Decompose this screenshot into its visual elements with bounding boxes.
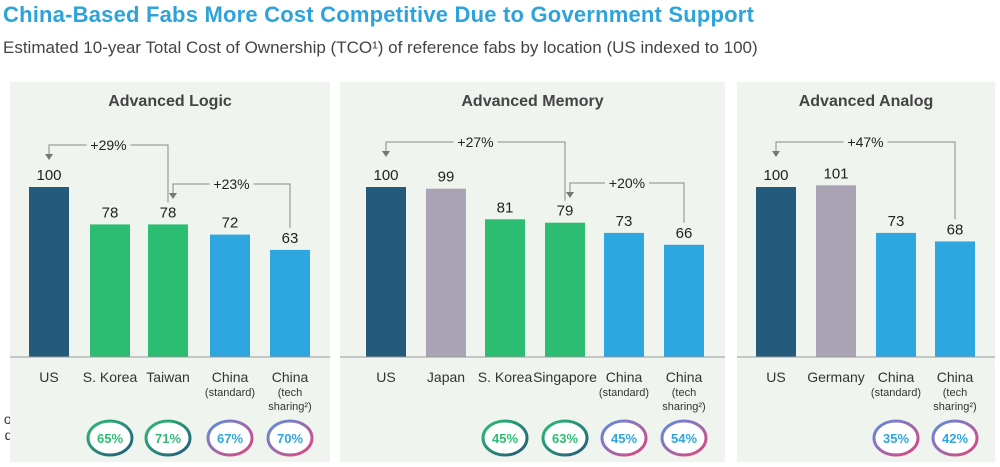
incentive-value: 71% <box>155 431 181 446</box>
bar <box>90 224 130 357</box>
incentive-value: 65% <box>97 431 123 446</box>
bracket-label-bg <box>605 174 649 192</box>
category-label: (tech <box>672 387 696 399</box>
bracket-label-bg <box>209 175 254 193</box>
data-label: 81 <box>497 199 514 216</box>
bar <box>876 232 916 357</box>
category-label: China <box>878 369 915 385</box>
page-title: China-Based Fabs More Cost Competitive D… <box>3 2 755 27</box>
category-label: (standard) <box>205 387 255 399</box>
bracket-label: +27% <box>457 134 493 150</box>
incentive-circle <box>541 419 589 457</box>
incentive-circle <box>86 419 134 457</box>
data-label: 73 <box>616 213 633 230</box>
bracket-label: +23% <box>213 176 249 192</box>
data-label: 73 <box>888 213 905 230</box>
panel-advanced-analog: Advanced Analog 100 US 101 Germany 73 China (st… <box>737 82 995 462</box>
incentive-circle <box>660 419 708 457</box>
bar <box>664 244 704 357</box>
bar <box>148 224 188 357</box>
category-label: (standard) <box>871 387 921 399</box>
panel-title: Advanced Logic <box>108 93 232 110</box>
data-label: 100 <box>36 167 61 184</box>
arrow-down-icon <box>566 192 574 198</box>
bracket-label-bg <box>86 136 131 154</box>
data-label: 101 <box>823 165 848 182</box>
page-subtitle: Estimated 10-year Total Cost of Ownershi… <box>3 38 758 57</box>
incentive-circle <box>266 419 314 457</box>
data-label: 79 <box>557 203 574 220</box>
panel-title: Advanced Memory <box>461 93 603 110</box>
bracket-label: +20% <box>609 175 645 191</box>
category-label: China <box>937 369 974 385</box>
bar <box>270 249 310 357</box>
incentive-value: 42% <box>942 431 968 446</box>
incentive-value: 70% <box>277 431 303 446</box>
category-label: (standard) <box>599 387 649 399</box>
panel-title: Advanced Analog <box>799 93 934 110</box>
bar <box>485 219 525 357</box>
category-label: China <box>666 369 703 385</box>
bar <box>604 232 644 357</box>
data-label: 78 <box>102 204 119 221</box>
bar <box>366 187 406 357</box>
bar <box>426 188 466 357</box>
category-label: (tech <box>943 387 967 399</box>
incentive-circle <box>872 419 920 457</box>
data-label: 66 <box>676 225 693 242</box>
arrow-down-icon <box>45 154 53 160</box>
category-label: China <box>272 369 309 385</box>
category-label: Singapore <box>533 369 597 385</box>
category-label: S. Korea <box>83 369 138 385</box>
category-label: sharing²) <box>268 401 311 413</box>
data-label: 99 <box>438 169 455 186</box>
data-label: 63 <box>282 230 299 247</box>
category-label: Taiwan <box>146 369 190 385</box>
panel-advanced-memory: Advanced Memory 100 US 99 Japan 81 S. Korea 45%… <box>340 82 725 462</box>
incentive-circle <box>481 419 529 457</box>
category-label: US <box>376 369 395 385</box>
bar <box>935 241 975 357</box>
bracket-label-bg <box>453 133 498 151</box>
arrow-down-icon <box>382 151 390 157</box>
category-label: US <box>766 369 785 385</box>
data-label: 68 <box>947 221 964 238</box>
category-label: China <box>212 369 249 385</box>
category-label: China <box>606 369 643 385</box>
incentive-value: 45% <box>611 431 637 446</box>
category-label: (tech <box>278 387 302 399</box>
category-label: sharing²) <box>662 401 705 413</box>
data-label: 100 <box>763 167 788 184</box>
incentive-value: 54% <box>671 431 697 446</box>
data-label: 100 <box>373 167 398 184</box>
bar <box>210 234 250 357</box>
category-label: Germany <box>807 369 865 385</box>
incentive-value: 67% <box>217 431 243 446</box>
incentive-circle <box>600 419 648 457</box>
bar <box>29 187 69 357</box>
bracket-label: +29% <box>90 137 126 153</box>
incentive-value: 45% <box>492 431 518 446</box>
bar <box>545 222 585 357</box>
bracket-label: +47% <box>847 134 883 150</box>
category-label: Japan <box>427 369 465 385</box>
panel-advanced-logic: Advanced Logic 100 US 78 S. Korea 65% 78 Taiwan… <box>10 82 330 462</box>
bracket-label-bg <box>843 133 888 151</box>
incentive-circle <box>931 419 979 457</box>
incentive-circle <box>144 419 192 457</box>
category-label: sharing²) <box>933 401 976 413</box>
category-label: S. Korea <box>478 369 533 385</box>
bar <box>756 187 796 357</box>
category-label: US <box>39 369 58 385</box>
arrow-down-icon <box>169 193 177 199</box>
data-label: 78 <box>160 204 177 221</box>
incentive-value: 35% <box>883 431 909 446</box>
bar <box>816 185 856 357</box>
incentive-value: 63% <box>552 431 578 446</box>
data-label: 72 <box>222 215 239 232</box>
incentive-circle <box>206 419 254 457</box>
arrow-down-icon <box>772 151 780 157</box>
